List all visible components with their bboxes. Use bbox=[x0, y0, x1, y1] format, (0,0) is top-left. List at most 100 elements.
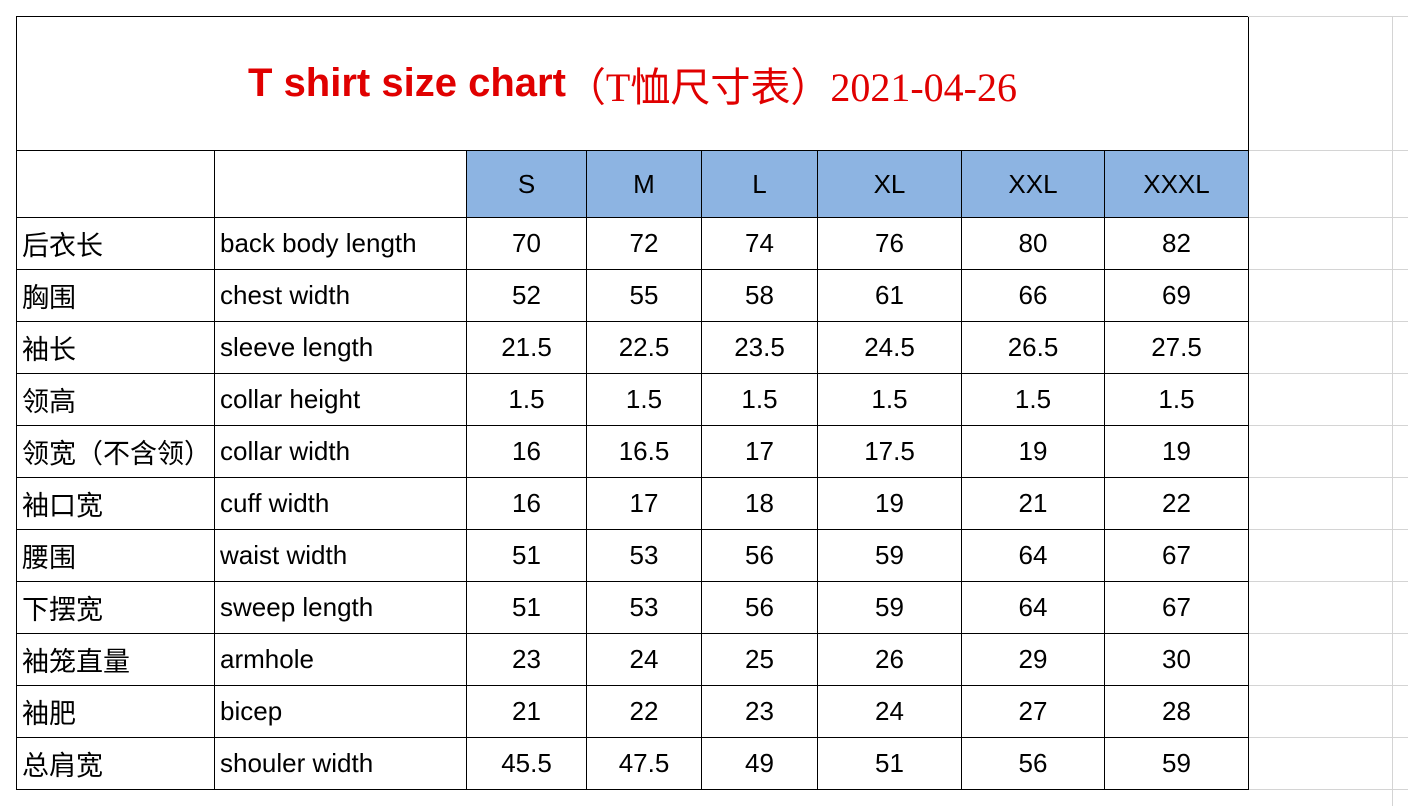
size-value: 80 bbox=[961, 217, 1105, 270]
size-value: 16 bbox=[466, 425, 587, 478]
size-value: 56 bbox=[701, 581, 818, 634]
size-value: 23.5 bbox=[701, 321, 818, 374]
size-value: 23 bbox=[466, 633, 587, 686]
size-value: 59 bbox=[817, 581, 962, 634]
size-value: 1.5 bbox=[586, 373, 702, 426]
label-en: sleeve length bbox=[214, 321, 467, 374]
size-value: 70 bbox=[466, 217, 587, 270]
gridline bbox=[1248, 789, 1408, 790]
size-value: 24 bbox=[586, 633, 702, 686]
label-en: back body length bbox=[214, 217, 467, 270]
gridline bbox=[1248, 685, 1408, 686]
size-value: 21 bbox=[961, 477, 1105, 530]
size-value: 53 bbox=[586, 581, 702, 634]
size-value: 1.5 bbox=[961, 373, 1105, 426]
label-zh: 总肩宽 bbox=[16, 737, 215, 790]
size-value: 47.5 bbox=[586, 737, 702, 790]
gridline bbox=[1248, 477, 1408, 478]
label-en: sweep length bbox=[214, 581, 467, 634]
label-zh: 腰围 bbox=[16, 529, 215, 582]
label-en: shouler width bbox=[214, 737, 467, 790]
size-value: 1.5 bbox=[817, 373, 962, 426]
gridline bbox=[1248, 529, 1408, 530]
size-value: 17 bbox=[586, 477, 702, 530]
size-value: 19 bbox=[1104, 425, 1249, 478]
gridline bbox=[1248, 737, 1408, 738]
size-value: 53 bbox=[586, 529, 702, 582]
gridline bbox=[1248, 633, 1408, 634]
size-value: 66 bbox=[961, 269, 1105, 322]
size-header: XL bbox=[817, 150, 962, 218]
gridline bbox=[1248, 321, 1408, 322]
size-value: 1.5 bbox=[466, 373, 587, 426]
size-value: 19 bbox=[817, 477, 962, 530]
title-suffix: （T恤尺寸表）2021-04-26 bbox=[565, 64, 1017, 110]
size-value: 67 bbox=[1104, 529, 1249, 582]
size-value: 58 bbox=[701, 269, 818, 322]
label-zh: 胸围 bbox=[16, 269, 215, 322]
size-value: 72 bbox=[586, 217, 702, 270]
label-en: chest width bbox=[214, 269, 467, 322]
size-value: 49 bbox=[701, 737, 818, 790]
label-zh: 袖口宽 bbox=[16, 477, 215, 530]
size-value: 1.5 bbox=[701, 373, 818, 426]
size-value: 19 bbox=[961, 425, 1105, 478]
size-value: 56 bbox=[701, 529, 818, 582]
size-value: 59 bbox=[817, 529, 962, 582]
label-zh: 领高 bbox=[16, 373, 215, 426]
size-value: 69 bbox=[1104, 269, 1249, 322]
label-zh: 袖长 bbox=[16, 321, 215, 374]
gridline bbox=[1248, 16, 1408, 17]
label-zh: 袖肥 bbox=[16, 685, 215, 738]
size-value: 59 bbox=[1104, 737, 1249, 790]
size-value: 52 bbox=[466, 269, 587, 322]
size-header: M bbox=[586, 150, 702, 218]
size-value: 16.5 bbox=[586, 425, 702, 478]
gridline bbox=[1392, 16, 1393, 806]
label-zh: 领宽（不含领） bbox=[16, 425, 215, 478]
size-value: 55 bbox=[586, 269, 702, 322]
size-value: 45.5 bbox=[466, 737, 587, 790]
size-value: 26.5 bbox=[961, 321, 1105, 374]
label-en: waist width bbox=[214, 529, 467, 582]
size-value: 16 bbox=[466, 477, 587, 530]
size-value: 21.5 bbox=[466, 321, 587, 374]
label-en: collar width bbox=[214, 425, 467, 478]
label-zh: 袖笼直量 bbox=[16, 633, 215, 686]
size-value: 28 bbox=[1104, 685, 1249, 738]
size-value: 29 bbox=[961, 633, 1105, 686]
size-value: 21 bbox=[466, 685, 587, 738]
size-value: 1.5 bbox=[1104, 373, 1249, 426]
size-value: 27.5 bbox=[1104, 321, 1249, 374]
size-value: 22 bbox=[1104, 477, 1249, 530]
size-value: 67 bbox=[1104, 581, 1249, 634]
size-value: 17.5 bbox=[817, 425, 962, 478]
header-blank bbox=[214, 150, 467, 218]
size-value: 51 bbox=[466, 581, 587, 634]
size-value: 24.5 bbox=[817, 321, 962, 374]
size-value: 22 bbox=[586, 685, 702, 738]
label-zh: 下摆宽 bbox=[16, 581, 215, 634]
size-value: 51 bbox=[466, 529, 587, 582]
gridline bbox=[1248, 581, 1408, 582]
header-blank bbox=[16, 150, 215, 218]
size-header: XXXL bbox=[1104, 150, 1249, 218]
size-value: 76 bbox=[817, 217, 962, 270]
size-value: 27 bbox=[961, 685, 1105, 738]
size-header: S bbox=[466, 150, 587, 218]
label-en: cuff width bbox=[214, 477, 467, 530]
size-value: 23 bbox=[701, 685, 818, 738]
size-value: 51 bbox=[817, 737, 962, 790]
size-value: 22.5 bbox=[586, 321, 702, 374]
size-value: 24 bbox=[817, 685, 962, 738]
size-header: L bbox=[701, 150, 818, 218]
gridline bbox=[1248, 373, 1408, 374]
size-value: 74 bbox=[701, 217, 818, 270]
size-value: 61 bbox=[817, 269, 962, 322]
label-en: bicep bbox=[214, 685, 467, 738]
size-value: 82 bbox=[1104, 217, 1249, 270]
size-value: 25 bbox=[701, 633, 818, 686]
size-value: 26 bbox=[817, 633, 962, 686]
size-value: 17 bbox=[701, 425, 818, 478]
